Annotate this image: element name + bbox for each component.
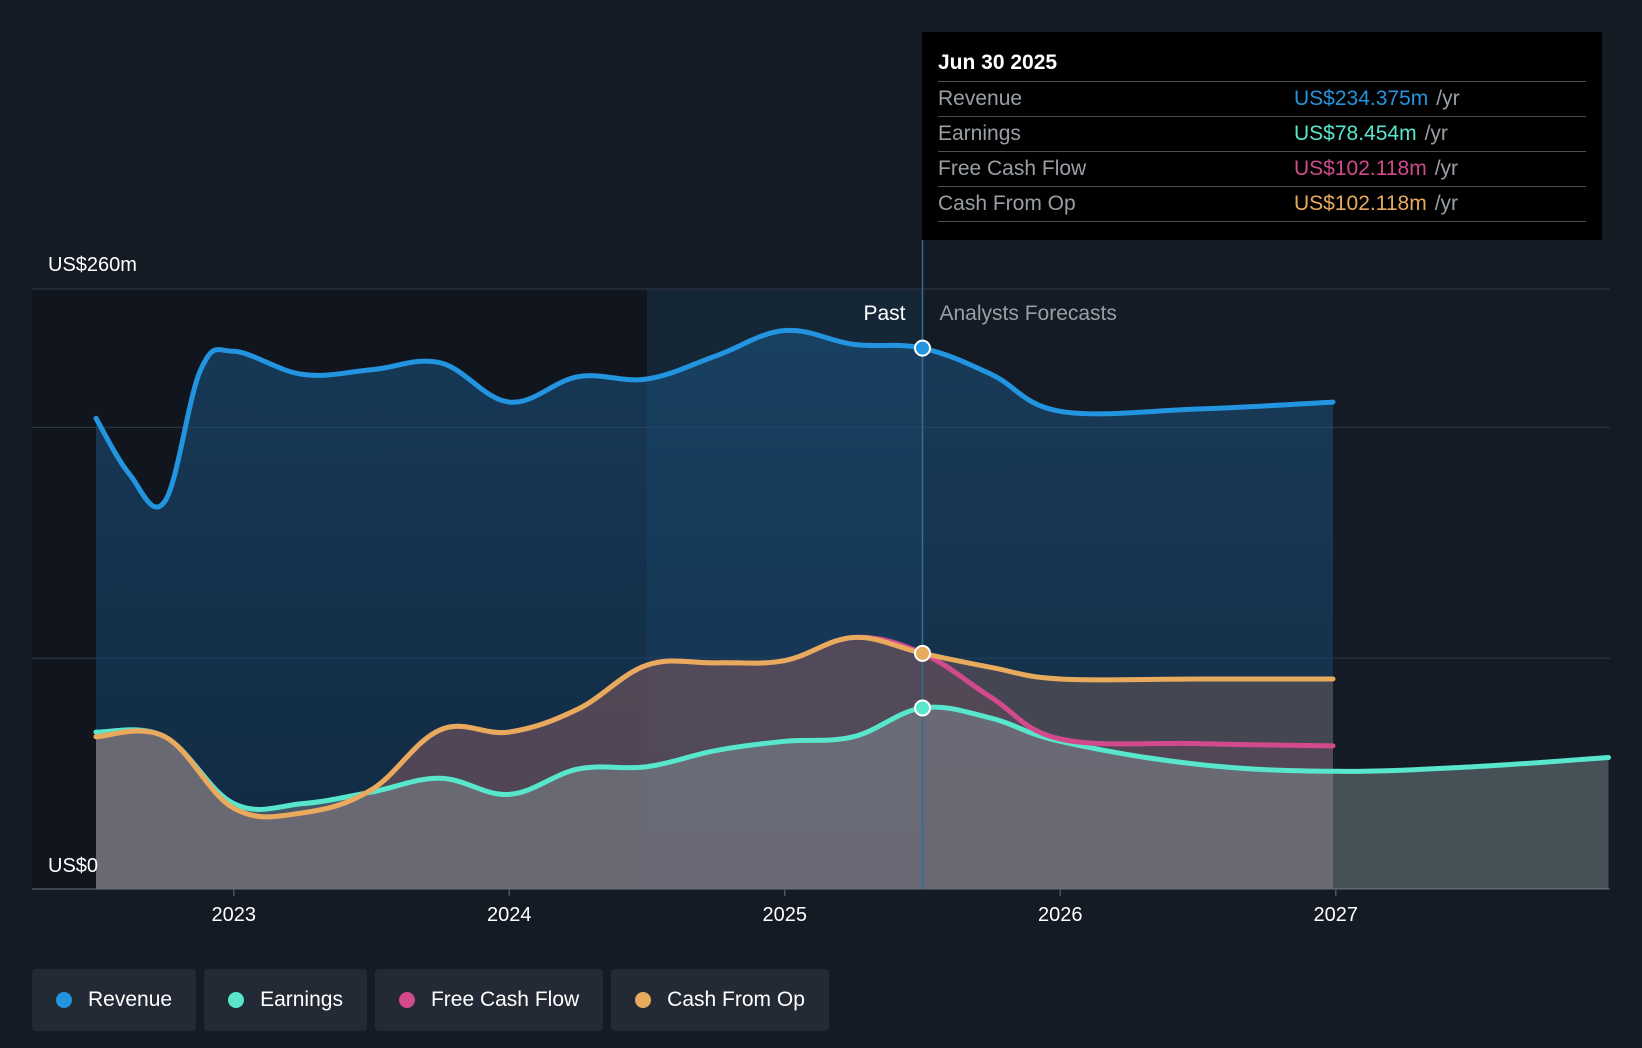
tooltip-unit: /yr bbox=[1424, 122, 1448, 145]
y-axis-bottom-label: US$0 bbox=[48, 855, 98, 877]
tooltip-value: US$102.118m bbox=[1294, 192, 1427, 215]
tooltip: Jun 30 2025 Revenue US$234.375m /yr Earn… bbox=[922, 32, 1602, 240]
cash-from-op-area bbox=[96, 637, 1333, 889]
earnings-marker bbox=[914, 699, 931, 717]
legend-dot-icon bbox=[635, 992, 652, 1008]
line-layer bbox=[93, 327, 1611, 820]
tooltip-value: US$102.118m bbox=[1294, 157, 1427, 180]
cash-from-op-line bbox=[93, 634, 1336, 820]
x-tick-label: 2024 bbox=[487, 904, 532, 926]
legend-item-cash-from-op[interactable]: Cash From Op bbox=[611, 969, 829, 1031]
legend-label: Revenue bbox=[88, 988, 173, 1011]
tooltip-label: Cash From Op bbox=[938, 192, 1076, 215]
tooltip-row-free-cash-flow: Free Cash Flow US$102.118m /yr bbox=[938, 152, 1586, 187]
tooltip-value: US$234.375m bbox=[1294, 87, 1429, 110]
legend-item-revenue[interactable]: Revenue bbox=[32, 969, 197, 1031]
legend-dot-icon bbox=[56, 992, 72, 1008]
area-layer bbox=[96, 330, 1609, 889]
tooltip-value: US$78.454m bbox=[1294, 122, 1417, 145]
tooltip-unit: /yr bbox=[1434, 192, 1459, 215]
x-tick-label: 2027 bbox=[1314, 904, 1359, 926]
x-tick-label: 2026 bbox=[1038, 904, 1083, 926]
x-tick-label: 2025 bbox=[763, 904, 808, 926]
tooltip-label: Revenue bbox=[938, 87, 1023, 110]
revenue-marker bbox=[914, 339, 931, 357]
tooltip-row-cash-from-op: Cash From Op US$102.118m /yr bbox=[938, 187, 1586, 222]
tooltip-label: Earnings bbox=[938, 122, 1021, 145]
tick-layer: 2023 2024 2025 2026 2027 bbox=[212, 889, 1359, 926]
legend: Revenue Earnings Free Cash Flow Cash Fro… bbox=[32, 969, 829, 1031]
free-cash-flow-area bbox=[96, 637, 1333, 889]
earnings-line bbox=[93, 704, 1611, 812]
tooltip-row-revenue: Revenue US$234.375m /yr bbox=[938, 82, 1586, 117]
tooltip-unit: /yr bbox=[1436, 87, 1460, 110]
legend-item-free-cash-flow[interactable]: Free Cash Flow bbox=[374, 969, 604, 1031]
legend-label: Free Cash Flow bbox=[430, 988, 580, 1011]
legend-label: Cash From Op bbox=[667, 988, 805, 1011]
cash-from-op-marker bbox=[914, 644, 931, 662]
tooltip-row-earnings: Earnings US$78.454m /yr bbox=[938, 117, 1586, 152]
legend-item-earnings[interactable]: Earnings bbox=[204, 969, 367, 1031]
tooltip-label: Free Cash Flow bbox=[938, 157, 1087, 180]
revenue-line bbox=[93, 327, 1336, 510]
legend-dot-icon bbox=[228, 992, 245, 1008]
tooltip-unit: /yr bbox=[1434, 157, 1459, 180]
past-label: Past bbox=[863, 302, 905, 325]
marker-layer bbox=[914, 339, 931, 717]
tooltip-date: Jun 30 2025 bbox=[938, 46, 1586, 82]
earnings-area bbox=[96, 707, 1609, 889]
legend-dot-icon bbox=[398, 992, 415, 1008]
forecast-label: Analysts Forecasts bbox=[940, 302, 1117, 325]
x-tick-label: 2023 bbox=[212, 904, 257, 926]
legend-label: Earnings bbox=[260, 988, 343, 1011]
y-axis-top-label: US$260m bbox=[48, 254, 137, 276]
